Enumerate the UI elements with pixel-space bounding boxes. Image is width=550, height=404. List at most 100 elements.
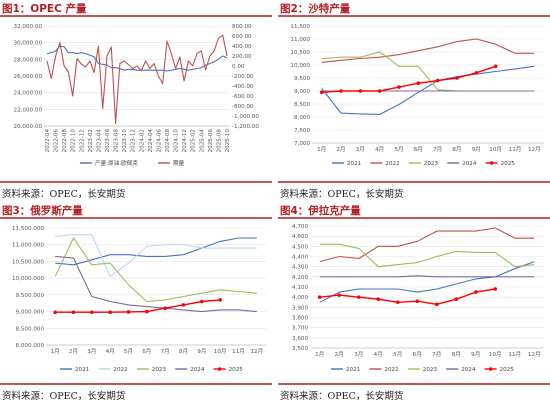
series-line-0	[321, 65, 535, 115]
x-tick-label: 3月	[354, 351, 363, 358]
series-line-4	[55, 299, 221, 313]
y-tick-label: 8,000.000	[16, 343, 45, 349]
x-tick-label: 1月	[51, 348, 60, 355]
y2-tick-label: -1,000.00	[232, 114, 259, 120]
y-tick-label: 28,000.00	[14, 57, 43, 63]
y-tick-label: 3,500	[292, 346, 308, 352]
data-point	[108, 310, 112, 315]
x-tick-label: 2022-12	[79, 129, 85, 152]
y2-tick-label: 400.00	[232, 44, 252, 50]
data-point	[53, 310, 57, 315]
y-tick-label: 8,500	[294, 102, 310, 108]
data-point	[474, 71, 479, 75]
x-tick-label: 2月	[335, 351, 344, 358]
data-point	[455, 76, 459, 80]
y-tick-label: 10,000	[290, 63, 310, 69]
data-point	[181, 303, 186, 307]
chart-2-svg: 7,000 7,500 8,000 8,500 9,000 9,500 10,000 10,5…	[278, 15, 550, 183]
chart-4-svg: 3,500 3,600 3,700 3,800 3,900 4,000 4,100 4,200…	[278, 217, 550, 385]
x-tick-label: 3月	[87, 348, 96, 355]
legend-marker	[217, 367, 222, 371]
data-point	[415, 299, 420, 304]
data-point	[356, 295, 361, 299]
x-tick-label: 9月	[472, 146, 481, 153]
y-tick-label: 7,000	[294, 141, 310, 147]
y-tick-label: 4,400	[292, 255, 308, 261]
data-point	[377, 89, 382, 93]
x-tick-label: 4月	[106, 348, 115, 355]
data-point	[493, 64, 498, 69]
x-tick-label: 2025-10	[225, 129, 231, 153]
data-point	[339, 89, 343, 93]
legend-marker	[489, 161, 494, 165]
series-line-4	[321, 65, 496, 93]
chart-panel-1: 图1：OPEC 产量 20,000.00 22,000.00 24,000.00 26…	[0, 0, 272, 202]
y2-tick-label: -200.00	[232, 74, 254, 80]
legend-label: 产量:原油:欧佩克	[95, 159, 138, 167]
x-tick-label: 2022-08	[62, 129, 68, 153]
legend-label: 2025	[501, 161, 516, 167]
x-tick-label: 1月	[317, 146, 326, 153]
y-tick-label: 10,500	[290, 50, 310, 56]
x-tick-label: 1月	[315, 351, 324, 358]
x-tick-label: 8月	[179, 348, 188, 355]
legend-label: 2024	[461, 367, 476, 373]
x-tick-label: 2024-04	[148, 129, 154, 153]
x-tick-label: 2025-04	[199, 129, 205, 153]
x-tick-label: 2023-08	[114, 129, 120, 153]
x-tick-label: 12月	[528, 351, 541, 358]
x-tick-label: 2023-04	[96, 129, 102, 153]
y-tick-label: 3,800	[292, 316, 308, 322]
data-point	[434, 302, 439, 307]
legend-label: 2021	[346, 367, 361, 373]
data-point	[145, 309, 149, 314]
y-tick-label: 11,500.000	[12, 226, 44, 232]
y-tick-label: 4,500	[292, 244, 308, 250]
x-tick-label: 12月	[250, 348, 263, 355]
x-tick-label: 11月	[508, 351, 521, 358]
x-tick-label: 7月	[433, 146, 442, 153]
series-line-4	[319, 288, 496, 305]
data-point	[319, 90, 324, 95]
chart-title-3: 图3：俄罗斯产量	[2, 205, 83, 217]
legend-label: 期量	[173, 160, 185, 167]
y-tick-label: 8,500.000	[16, 326, 45, 332]
data-point	[358, 89, 363, 93]
y-tick-label: 7,500	[294, 128, 310, 134]
data-point	[473, 290, 478, 294]
x-tick-label: 2024-08	[165, 129, 171, 153]
x-tick-label: 12月	[528, 146, 541, 153]
y-tick-label: 4,700	[292, 224, 308, 230]
chart-panel-2: 图2：沙特产量 7,000 7,500 8,000 8,500 9,000 9,500 10…	[278, 0, 550, 202]
y-tick-label: 30,000.00	[14, 41, 43, 47]
x-tick-label: 10月	[489, 351, 502, 358]
legend-label: 2025	[500, 367, 515, 373]
y-tick-label: 32,000.00	[14, 24, 43, 30]
x-tick-label: 9月	[471, 351, 480, 358]
y2-tick-label: -600.00	[232, 94, 254, 100]
x-tick-label: 2024-10	[174, 129, 180, 153]
data-point	[416, 81, 421, 85]
y-tick-label: 3,900	[292, 305, 308, 311]
x-tick-label: 2025-06	[208, 129, 214, 153]
x-tick-label: 6月	[142, 348, 151, 355]
data-point	[163, 306, 167, 311]
legend-marker	[488, 367, 493, 371]
series-line-2	[54, 237, 257, 303]
legend-label: 2021	[75, 367, 90, 373]
y2-tick-label: 0.00	[232, 64, 245, 70]
y-tick-label: 11,500	[290, 24, 310, 30]
series-line-2	[321, 51, 535, 92]
legend-label: 2023	[152, 367, 167, 373]
legend-label: 2022	[385, 161, 399, 167]
data-point	[397, 85, 401, 89]
y-tick-label: 4,100	[292, 285, 308, 291]
data-point	[395, 300, 400, 305]
chart-1-svg: 20,000.00 22,000.00 24,000.00 26,000.00 28,0…	[0, 15, 272, 183]
series-line-3	[319, 275, 535, 278]
data-point	[376, 297, 381, 301]
y2-tick-label: -1,200.00	[232, 124, 259, 130]
data-point	[317, 295, 322, 299]
legend-label: 2024	[190, 367, 205, 373]
y-tick-label: 11,000.000	[12, 243, 44, 249]
